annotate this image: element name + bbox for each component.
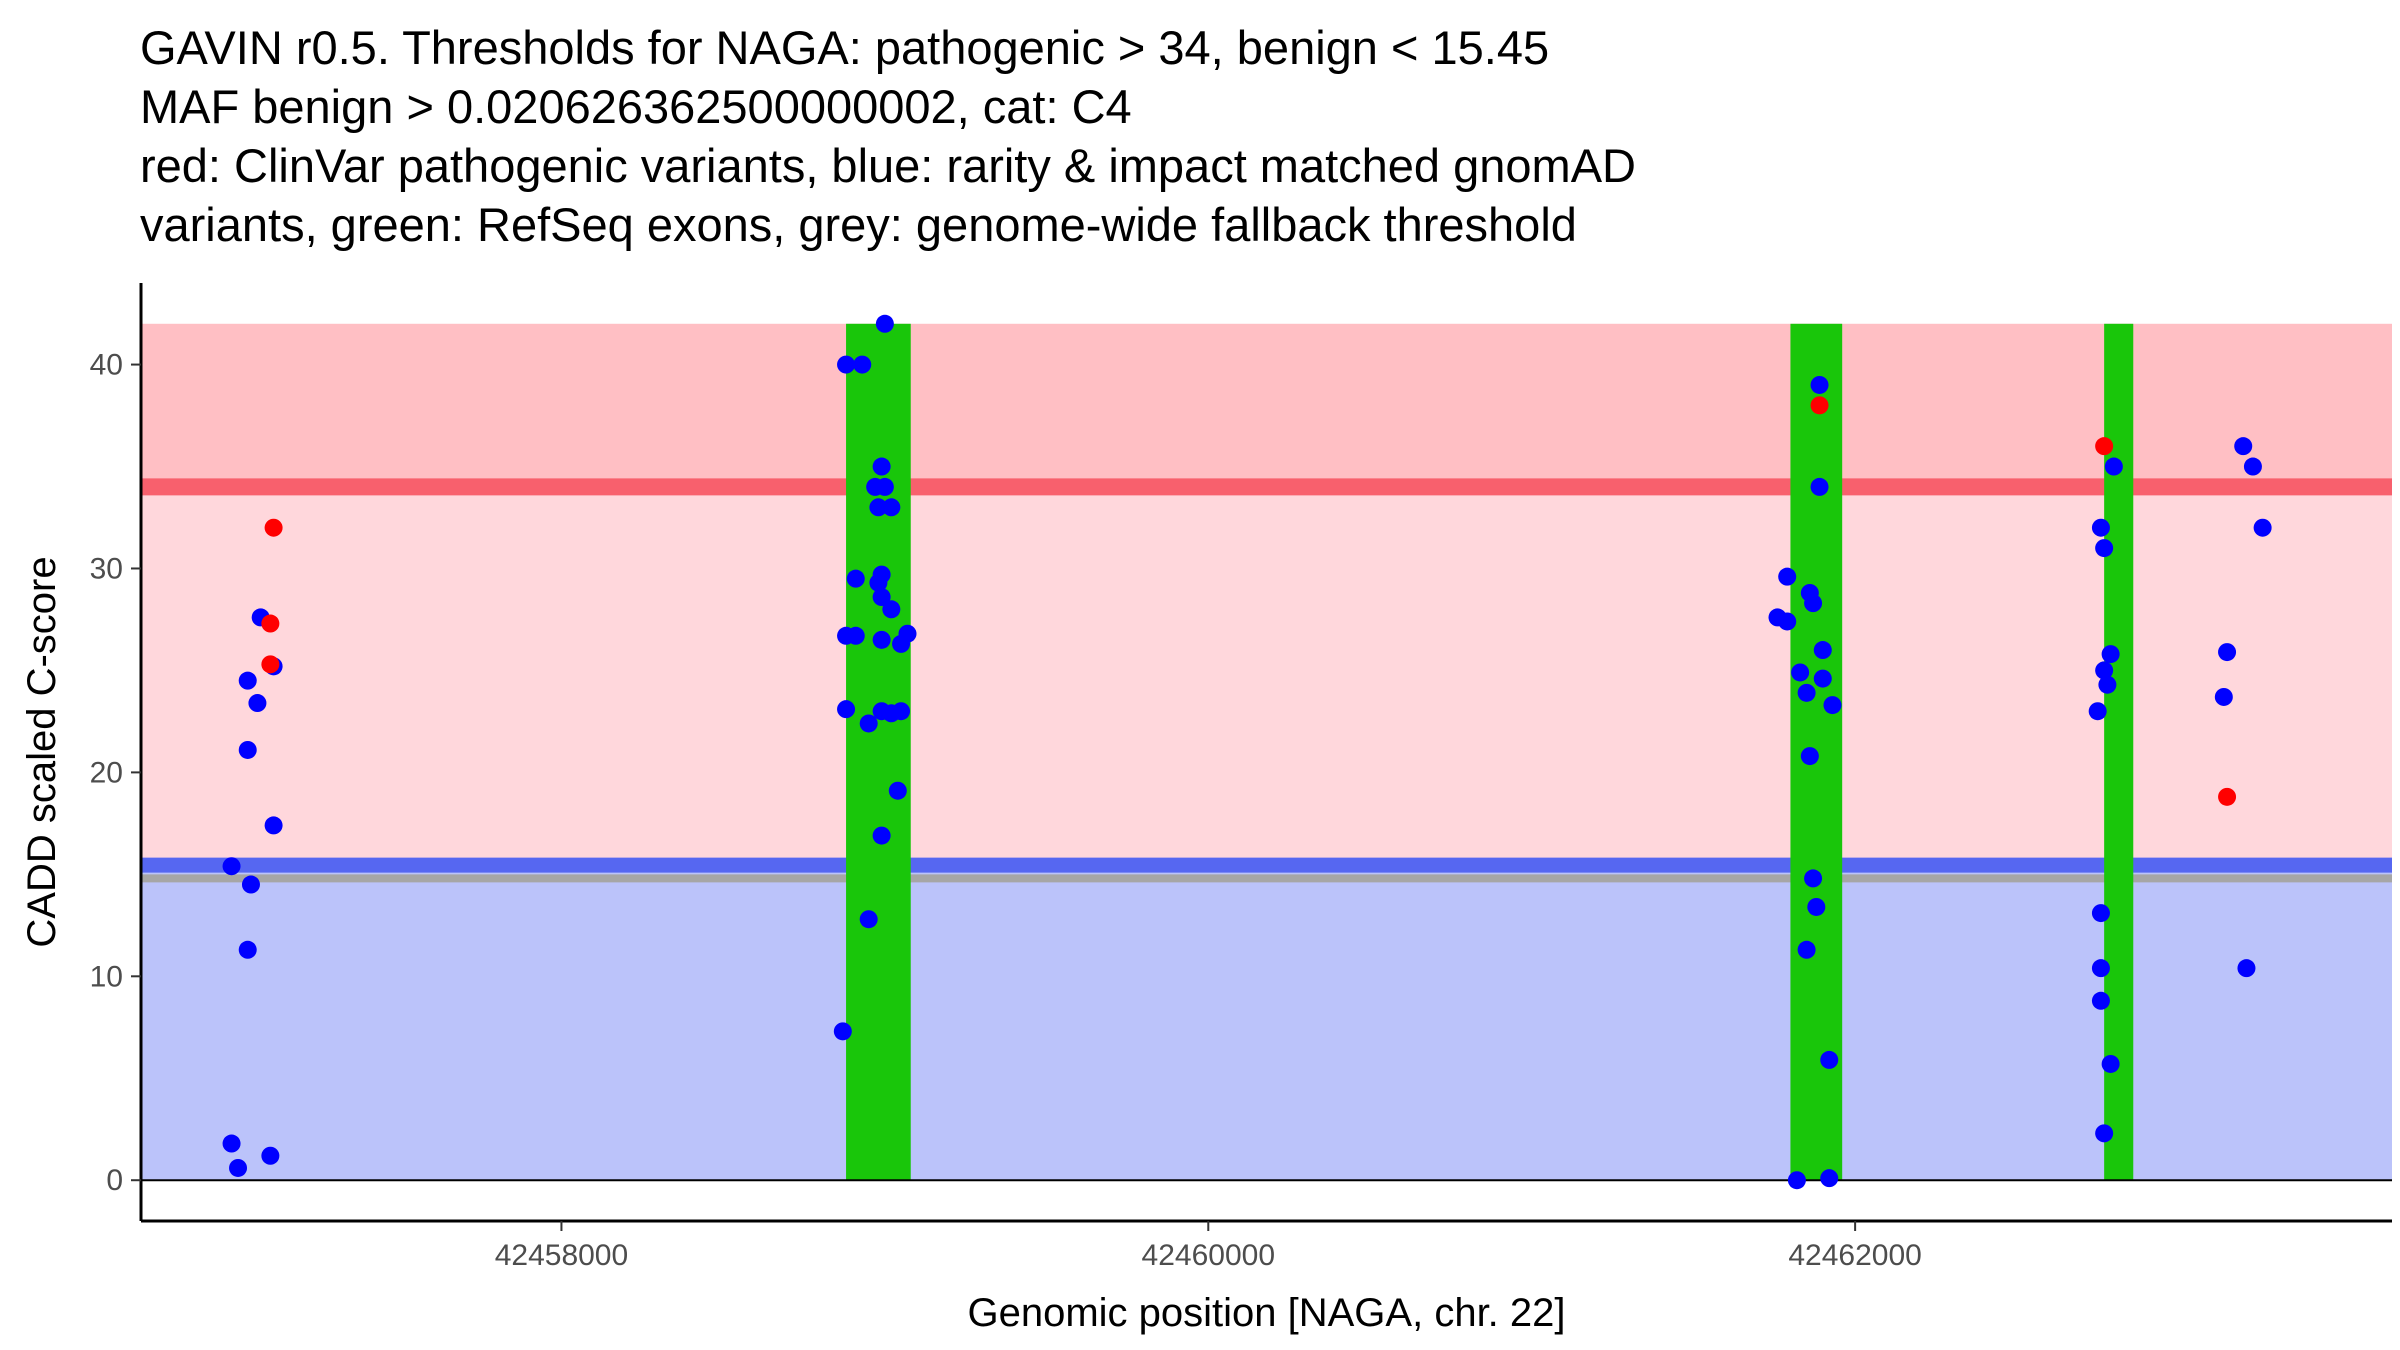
title-line-1: GAVIN r0.5. Thresholds for NAGA: pathoge…	[140, 21, 1550, 74]
gnomad-point	[2095, 661, 2114, 680]
gnomad-point	[229, 1158, 248, 1177]
gnomad-point	[2088, 702, 2107, 721]
gnomad-point	[875, 477, 894, 496]
gnomad-point	[892, 702, 911, 721]
gnomad-point	[1820, 1169, 1839, 1188]
gnomad-point	[238, 940, 257, 959]
x-ticks: 42458000 42460000 42462000	[495, 1221, 1922, 1272]
gnomad-point	[872, 826, 891, 845]
gnomad-point	[2091, 959, 2110, 978]
gnomad-point	[2234, 437, 2253, 456]
gnomad-point	[2091, 904, 2110, 923]
gnomad-point	[1813, 641, 1832, 660]
gnomad-point	[2243, 457, 2262, 476]
gnomad-point	[1791, 663, 1810, 682]
gnomad-point	[882, 600, 901, 619]
gnomad-point	[872, 588, 891, 607]
gnomad-point	[892, 634, 911, 653]
gnomad-point	[1813, 669, 1832, 688]
gnomad-point	[1807, 897, 1826, 916]
variant-points	[222, 314, 2272, 1190]
gnomad-point	[888, 781, 907, 800]
gnomad-point	[2214, 687, 2233, 706]
gnomad-point	[2101, 645, 2120, 664]
title-line-3: red: ClinVar pathogenic variants, blue: …	[140, 139, 1636, 192]
gnomad-point	[859, 714, 878, 733]
clinvar-point	[261, 655, 280, 674]
gnomad-point	[872, 630, 891, 649]
gnomad-point	[1778, 567, 1797, 586]
x-tick-label: 42462000	[1788, 1239, 1921, 1272]
y-axis-title: CADD scaled C-score	[20, 556, 64, 947]
gnomad-point	[222, 857, 241, 876]
gnomad-point	[1787, 1171, 1806, 1190]
gnomad-point	[846, 569, 865, 588]
gnomad-point	[859, 910, 878, 929]
gnomad-point	[837, 700, 856, 719]
gnomad-point	[882, 498, 901, 517]
gnomad-point	[869, 498, 888, 517]
pathogenic-zone	[141, 323, 2392, 487]
y-tick-label: 0	[106, 1164, 123, 1197]
clinvar-point	[261, 614, 280, 633]
gnomad-point	[2091, 991, 2110, 1010]
y-tick-label: 10	[90, 960, 123, 993]
title-line-4: variants, green: RefSeq exons, grey: gen…	[140, 198, 1577, 251]
gnomad-point	[2237, 959, 2256, 978]
gnomad-point	[1797, 940, 1816, 959]
gnomad-point	[238, 740, 257, 759]
gnomad-point	[1810, 375, 1829, 394]
x-tick-label: 42458000	[495, 1239, 628, 1272]
gnomad-point	[833, 1022, 852, 1041]
x-tick-label: 42460000	[1142, 1239, 1275, 1272]
gnomad-point	[1820, 1050, 1839, 1069]
chart-title: GAVIN r0.5. Thresholds for NAGA: pathoge…	[140, 18, 1636, 254]
exon-bar-1	[846, 323, 911, 1181]
gnomad-point	[853, 355, 872, 374]
intermediate-zone	[141, 486, 2392, 866]
benign-zone	[141, 865, 2392, 1181]
gnomad-point	[1810, 477, 1829, 496]
gnomad-point	[1778, 612, 1797, 631]
gnomad-point	[869, 573, 888, 592]
gnomad-point	[1823, 696, 1842, 715]
gnomad-point	[1804, 869, 1823, 888]
gnomad-point	[241, 875, 260, 894]
gnomad-point	[1800, 747, 1819, 766]
threshold-lines	[141, 478, 2392, 883]
gnomad-point	[2253, 518, 2272, 537]
gnomad-point	[248, 694, 267, 713]
clinvar-point	[2218, 787, 2237, 806]
gnomad-point	[2101, 1054, 2120, 1073]
gnomad-point	[264, 816, 283, 835]
gnomad-point	[2095, 1124, 2114, 1143]
clinvar-point	[1810, 396, 1829, 415]
gnomad-point	[846, 626, 865, 645]
threshold-zones	[141, 323, 2392, 1181]
x-axis-title: Genomic position [NAGA, chr. 22]	[967, 1291, 1565, 1335]
gnomad-point	[222, 1134, 241, 1153]
gnomad-point	[2095, 539, 2114, 558]
gnomad-point	[872, 457, 891, 476]
clinvar-point	[2095, 437, 2114, 456]
gnomad-point	[2218, 643, 2237, 662]
gnomad-point	[837, 355, 856, 374]
y-tick-label: 20	[90, 756, 123, 789]
clinvar-point	[264, 518, 283, 537]
gnomad-point	[2104, 457, 2123, 476]
gnomad-point	[875, 314, 894, 333]
gnomad-point	[238, 671, 257, 690]
y-tick-label: 40	[90, 349, 123, 382]
gnomad-point	[1804, 594, 1823, 613]
gnomad-point	[1797, 683, 1816, 702]
gnomad-point	[2091, 518, 2110, 537]
y-ticks: 0 10 20 30 40	[90, 349, 141, 1197]
gnomad-point	[261, 1146, 280, 1165]
title-line-2: MAF benign > 0.020626362500000002, cat: …	[140, 80, 1132, 133]
gnomad-point	[2098, 675, 2117, 694]
y-tick-label: 30	[90, 552, 123, 585]
